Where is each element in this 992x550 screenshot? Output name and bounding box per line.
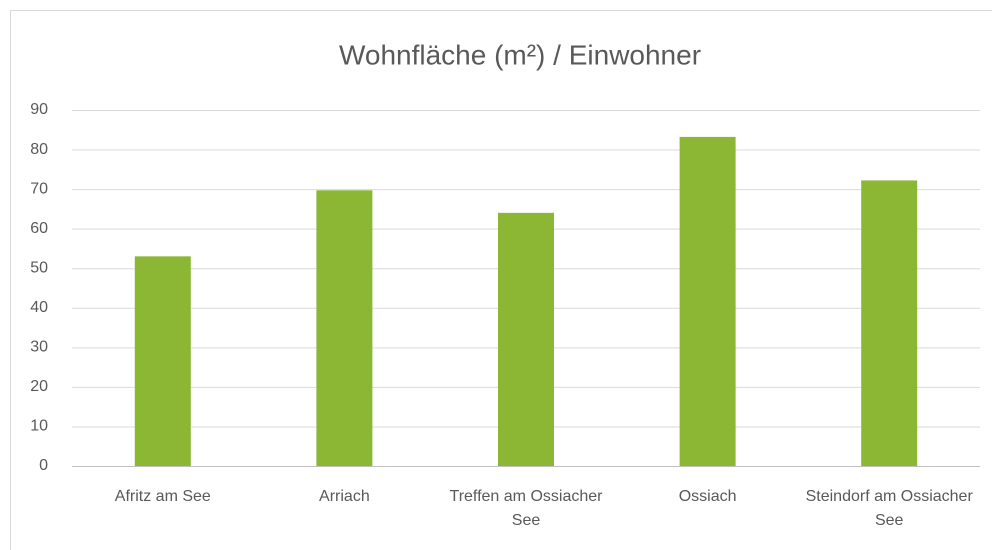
y-tick-label: 20 — [30, 378, 48, 395]
x-tick-label: Steindorf am Ossiacher See — [805, 488, 973, 529]
y-tick-label: 60 — [30, 220, 48, 237]
chart-title: Wohnfläche (m²) / Einwohner — [339, 39, 701, 70]
y-tick-label: 80 — [30, 141, 48, 158]
bar — [861, 180, 918, 467]
chart-border — [10, 10, 992, 550]
y-tick-label: 10 — [30, 418, 48, 435]
bar — [316, 190, 373, 466]
y-tick-label: 30 — [30, 339, 48, 356]
y-tick-label: 40 — [30, 299, 48, 316]
x-tick-label: Arriach — [319, 488, 370, 505]
y-tick-label: 50 — [30, 259, 48, 276]
bar — [134, 256, 191, 466]
y-tick-label: 70 — [30, 180, 48, 197]
x-tick-label: Afritz am See — [114, 488, 211, 505]
x-tick-label: Treffen am Ossiacher See — [449, 488, 603, 529]
bar — [679, 136, 736, 467]
x-tick-label: Ossiach — [678, 488, 737, 505]
y-tick-label: 90 — [30, 101, 48, 118]
bar — [498, 212, 554, 466]
y-tick-label: 0 — [39, 457, 48, 474]
